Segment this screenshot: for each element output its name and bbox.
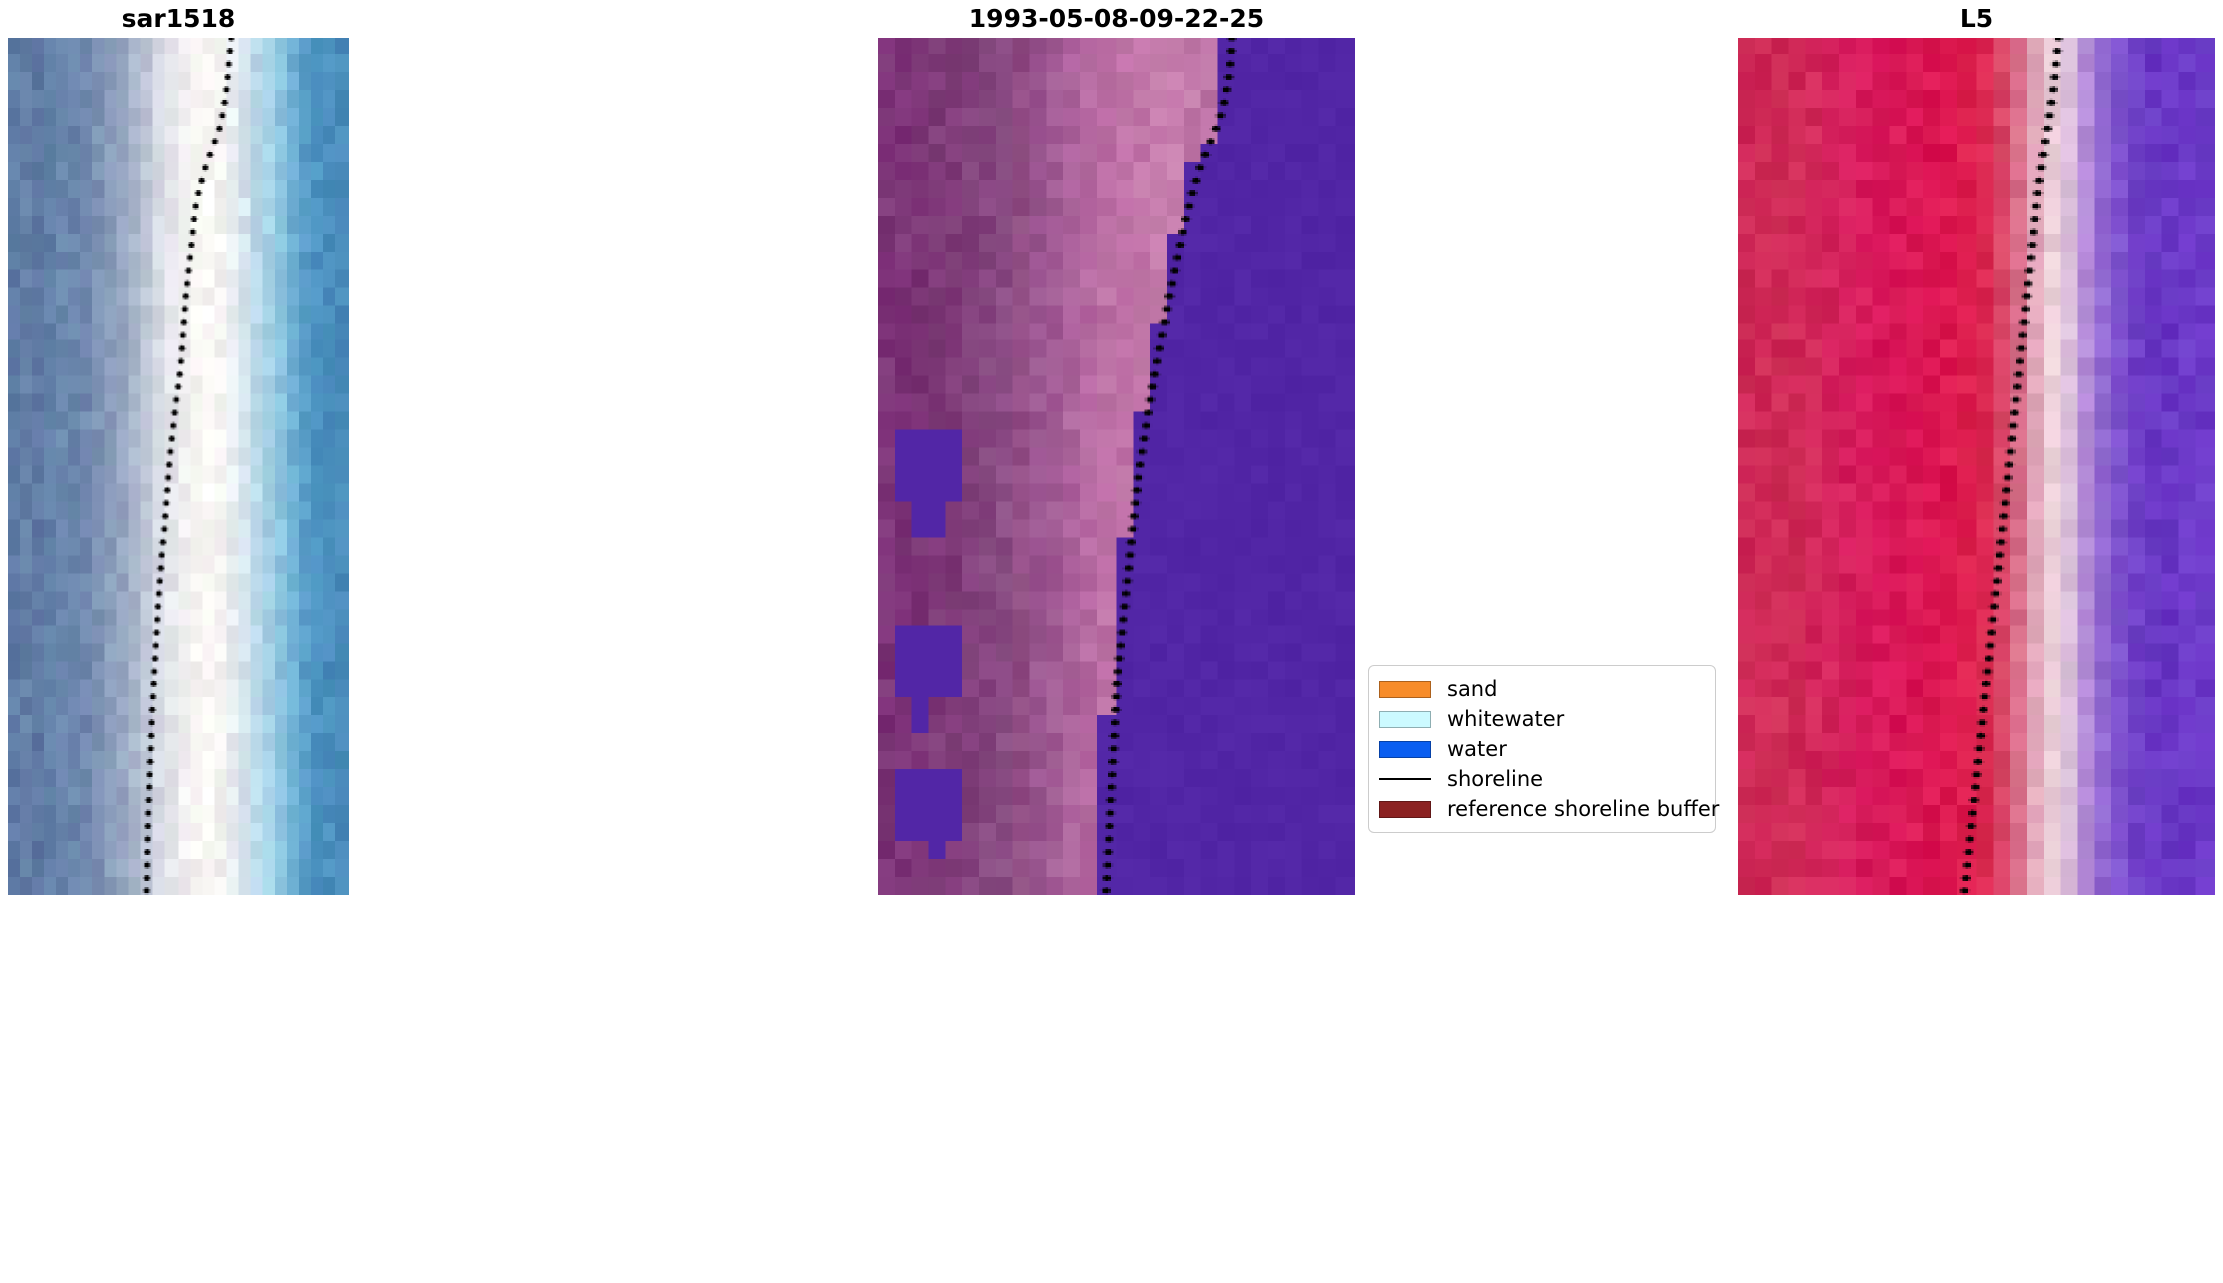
classified-heatmap-canvas: [878, 38, 1355, 895]
panel-image-l5[interactable]: [1738, 38, 2215, 895]
legend-swatch-reference-buffer: [1379, 800, 1431, 818]
panel-image-classified[interactable]: [878, 38, 1355, 895]
legend-label-water: water: [1447, 736, 1507, 761]
legend-label-sand: sand: [1447, 676, 1498, 701]
legend-item-reference-buffer: reference shoreline buffer: [1379, 794, 1719, 824]
legend-swatch-shoreline: [1379, 778, 1431, 780]
legend-label-whitewater: whitewater: [1447, 706, 1565, 731]
legend-box: sand whitewater water shoreline referenc…: [1368, 665, 1719, 833]
panel-title-3: L5: [1959, 4, 1994, 33]
legend-item-whitewater: whitewater: [1379, 704, 1705, 734]
l5-heatmap-canvas: [1738, 38, 2215, 895]
legend-label-reference-buffer: reference shoreline buffer: [1447, 796, 1720, 821]
legend-item-sand: sand: [1379, 674, 1705, 704]
legend-swatch-water: [1379, 740, 1431, 758]
legend-swatch-whitewater: [1379, 710, 1431, 728]
legend-label-shoreline: shoreline: [1447, 766, 1544, 791]
legend-swatch-sand: [1379, 680, 1431, 698]
panel-title-1: sar1518: [121, 4, 236, 33]
panel-title-2: 1993-05-08-09-22-25: [968, 4, 1265, 33]
panel-image-sar1518[interactable]: [8, 38, 349, 895]
legend-item-water: water: [1379, 734, 1705, 764]
sar-heatmap-canvas: [8, 38, 349, 895]
legend-item-shoreline: shoreline: [1379, 764, 1705, 794]
